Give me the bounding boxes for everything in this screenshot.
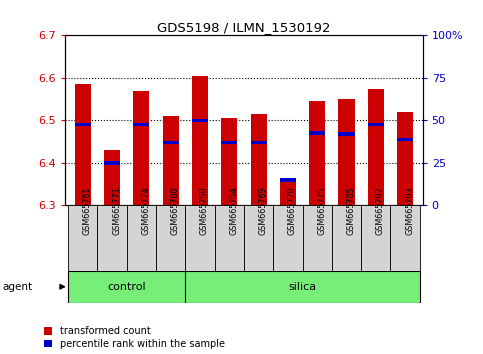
- Text: GSM665769: GSM665769: [258, 186, 268, 235]
- Text: GSM665788: GSM665788: [170, 186, 180, 235]
- Bar: [214, 205, 244, 271]
- Bar: [133, 91, 149, 205]
- Text: GSM665793: GSM665793: [405, 186, 414, 235]
- Bar: [221, 118, 237, 205]
- Bar: [192, 76, 208, 205]
- Bar: [185, 205, 214, 271]
- Bar: [339, 132, 355, 136]
- Bar: [251, 114, 267, 205]
- Bar: [368, 123, 384, 126]
- Text: GSM665785: GSM665785: [346, 186, 355, 235]
- Text: GSM665754: GSM665754: [229, 186, 238, 235]
- Bar: [397, 112, 413, 205]
- Text: GSM665750: GSM665750: [200, 186, 209, 235]
- Bar: [127, 205, 156, 271]
- Bar: [104, 161, 120, 165]
- Bar: [280, 178, 296, 205]
- Bar: [104, 150, 120, 205]
- Bar: [68, 205, 98, 271]
- Bar: [251, 141, 267, 144]
- Bar: [309, 101, 325, 205]
- Text: GSM665770: GSM665770: [288, 186, 297, 235]
- Bar: [397, 138, 413, 141]
- Bar: [244, 205, 273, 271]
- Bar: [133, 123, 149, 126]
- Bar: [309, 131, 325, 135]
- Text: agent: agent: [2, 282, 32, 292]
- Bar: [302, 205, 332, 271]
- Text: GSM665774: GSM665774: [142, 186, 150, 235]
- Text: GSM665771: GSM665771: [112, 186, 121, 235]
- Bar: [273, 205, 302, 271]
- Text: GSM665761: GSM665761: [83, 186, 92, 235]
- Text: silica: silica: [288, 282, 316, 292]
- Text: GSM665775: GSM665775: [317, 186, 326, 235]
- Bar: [390, 205, 420, 271]
- Bar: [98, 205, 127, 271]
- Bar: [221, 141, 237, 144]
- Bar: [192, 119, 208, 122]
- Bar: [332, 205, 361, 271]
- Bar: [339, 99, 355, 205]
- Text: GSM665792: GSM665792: [376, 186, 385, 235]
- Bar: [163, 116, 179, 205]
- Bar: [185, 271, 420, 303]
- Bar: [361, 205, 390, 271]
- Text: control: control: [107, 282, 146, 292]
- Text: GDS5198 / ILMN_1530192: GDS5198 / ILMN_1530192: [157, 21, 331, 34]
- Bar: [368, 88, 384, 205]
- Bar: [68, 271, 185, 303]
- Bar: [163, 141, 179, 144]
- Bar: [280, 178, 296, 182]
- Legend: transformed count, percentile rank within the sample: transformed count, percentile rank withi…: [43, 326, 225, 349]
- Bar: [156, 205, 185, 271]
- Bar: [75, 84, 91, 205]
- Bar: [75, 123, 91, 126]
